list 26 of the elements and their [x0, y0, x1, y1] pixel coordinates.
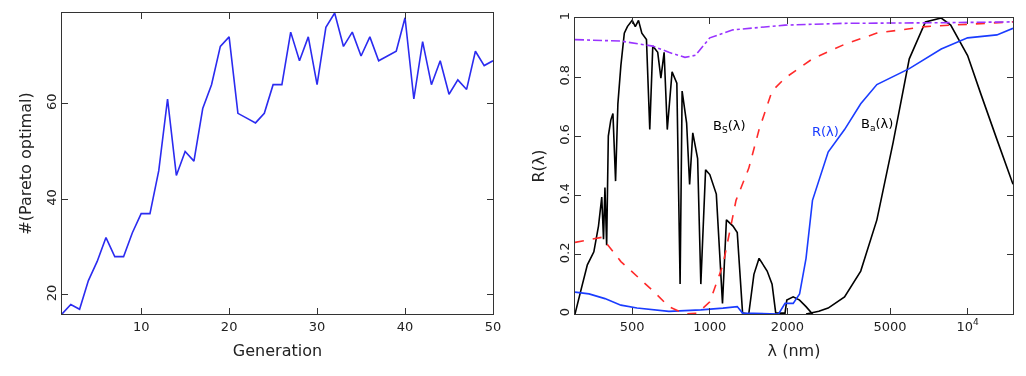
y-tick-label: 0.4	[556, 183, 572, 204]
x-tick-label: 5000	[873, 318, 907, 334]
x-tick-label: 2000	[770, 318, 804, 334]
series-label: B$_{S}$(λ)	[713, 118, 746, 135]
y-tick-label: 40	[43, 189, 59, 206]
y-tick-label: 0	[556, 307, 572, 317]
x-tick-label: 30	[308, 318, 326, 334]
x-tick-label: 50	[484, 318, 502, 334]
y-tick-label: 0.2	[556, 242, 572, 264]
x-axis-title: λ (nm)	[767, 341, 821, 361]
y-tick-label: 0.8	[556, 64, 572, 86]
y-axis-title: R(λ)	[528, 149, 548, 183]
x-tick-label: 20	[220, 318, 238, 334]
series-label: B$_{a}$(λ)	[861, 116, 894, 133]
x-tick-label: 40	[396, 318, 414, 334]
x-axis-title: Generation	[232, 341, 323, 361]
series-label: R(λ)	[812, 124, 839, 139]
x-tick-label: 10$^{4}$	[956, 317, 979, 334]
y-axis-title: #(Pareto optimal)	[15, 92, 35, 235]
y-tick-label: 0.6	[556, 124, 572, 145]
x-tick-label: 1000	[693, 318, 727, 334]
x-tick-label: 500	[619, 318, 645, 334]
y-tick-label: 20	[43, 284, 59, 302]
y-tick-label: 60	[43, 93, 59, 111]
x-tick-label: 10	[132, 318, 150, 334]
y-tick-label: 1	[556, 11, 572, 21]
